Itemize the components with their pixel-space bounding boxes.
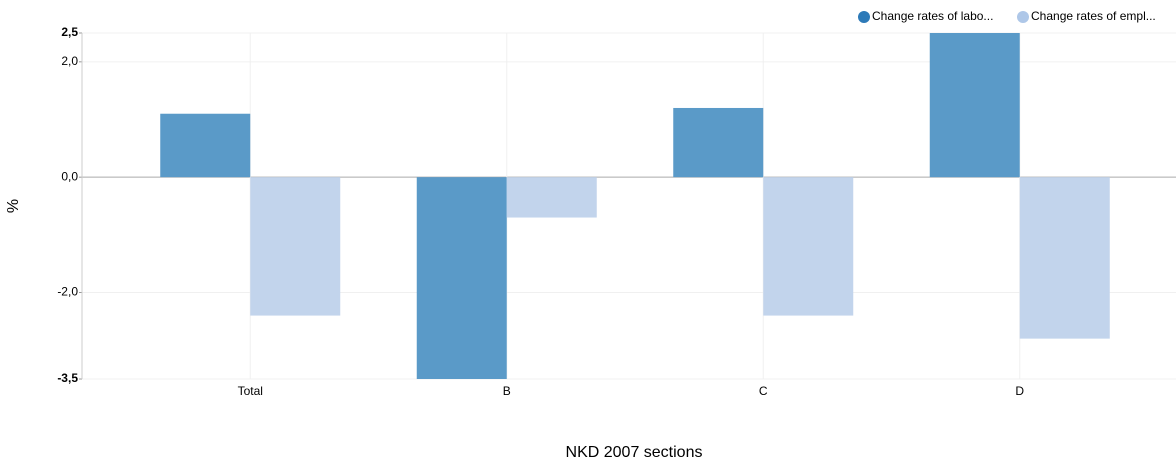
x-tick-label: Total [238, 384, 263, 398]
bar [1019, 177, 1110, 339]
bar [673, 107, 764, 178]
x-tick-label: B [503, 384, 511, 398]
x-tick-label: D [1015, 384, 1024, 398]
legend-marker [1017, 11, 1029, 23]
y-tick-label: 2,0 [61, 54, 78, 68]
x-tick-label: C [759, 384, 768, 398]
y-tick-label: -3,5 [57, 371, 78, 385]
y-tick-label: -2,0 [57, 285, 78, 299]
x-axis-title: NKD 2007 sections [566, 444, 703, 461]
y-axis-title: % [5, 199, 22, 213]
y-tick-label: 0,0 [61, 169, 78, 183]
bar [160, 113, 251, 178]
bar [416, 177, 507, 379]
legend-label: Change rates of empl... [1031, 9, 1156, 23]
bar [929, 33, 1020, 178]
legend-label: Change rates of labo... [872, 9, 993, 23]
y-tick-label: 2,5 [61, 25, 78, 39]
legend-marker [858, 11, 870, 23]
bar [763, 177, 854, 316]
bar [506, 177, 597, 218]
bar [250, 177, 341, 316]
